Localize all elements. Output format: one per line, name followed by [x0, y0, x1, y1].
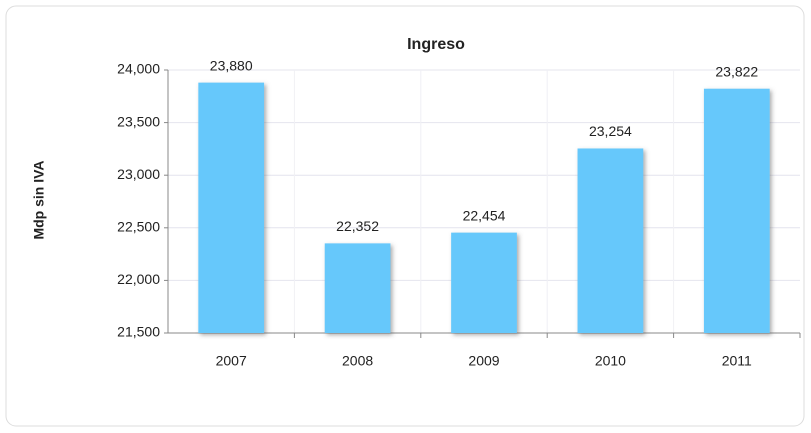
- y-tick-label: 22,000: [117, 271, 160, 287]
- x-tick-label: 2009: [468, 353, 499, 369]
- bar: [577, 148, 644, 333]
- bar: [703, 88, 770, 333]
- value-label: 22,352: [336, 218, 379, 234]
- y-tick-label: 22,500: [117, 219, 160, 235]
- y-axis-label: Mdp sin IVA: [31, 160, 47, 239]
- value-label: 23,880: [210, 57, 253, 73]
- x-tick-label: 2010: [595, 353, 626, 369]
- x-tick-label: 2008: [342, 353, 373, 369]
- value-label: 22,454: [463, 207, 506, 223]
- value-label: 23,822: [715, 63, 758, 79]
- x-tick-label: 2011: [722, 353, 752, 369]
- y-tick-label: 23,000: [117, 166, 160, 182]
- y-tick-label: 23,500: [117, 113, 160, 129]
- bar: [451, 232, 517, 333]
- chart-title: Ingreso: [407, 36, 465, 53]
- bar: [324, 243, 391, 333]
- bar: [198, 82, 265, 334]
- y-tick-label: 21,500: [117, 324, 160, 340]
- x-tick-label: 2007: [216, 353, 247, 369]
- value-label: 23,254: [589, 123, 632, 139]
- y-tick-label: 24,000: [117, 61, 160, 77]
